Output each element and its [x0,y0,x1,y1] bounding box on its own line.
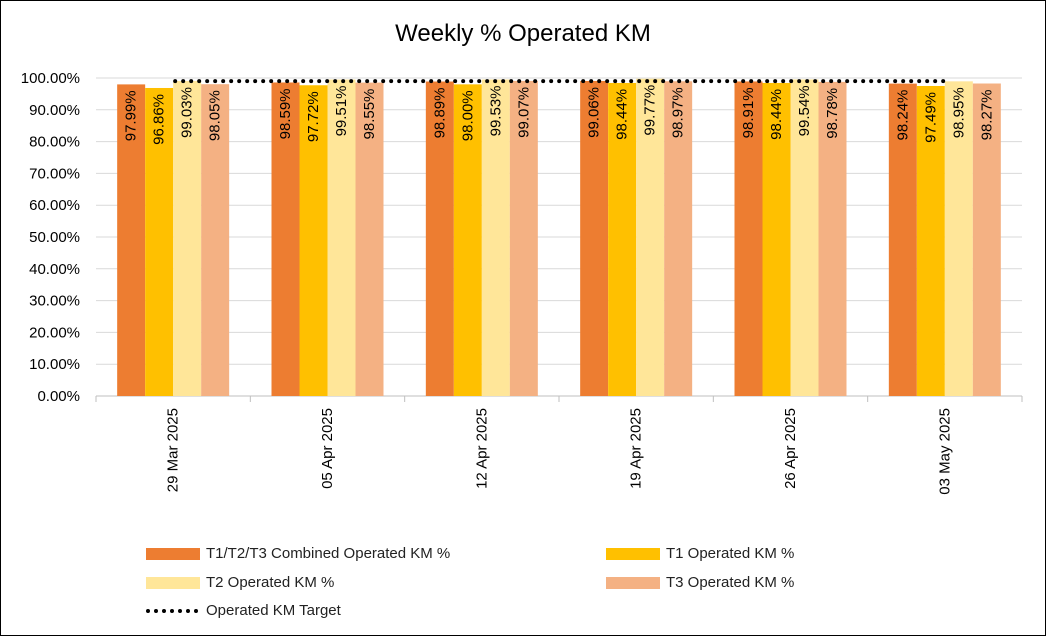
y-tick-label: 60.00% [29,197,80,214]
bar [636,78,665,397]
x-tick-label: 29 Mar 2025 [165,408,182,492]
data-label: 99.06% [586,87,603,138]
y-tick-label: 80.00% [29,134,80,151]
y-tick-label: 20.00% [29,324,80,341]
bar [201,84,230,397]
bar [271,82,300,397]
bar [972,83,1001,396]
data-label: 98.44% [614,89,631,140]
data-label: 99.54% [796,85,813,136]
y-tick-label: 40.00% [29,261,80,278]
bar [944,81,973,397]
data-label: 97.99% [123,90,140,141]
legend-swatch-t2 [146,576,200,589]
axes: 0.00% 10.00% 20.00% 30.00% 40.00% 50.00% 60.00… [21,70,1023,495]
legend-label-t3: T3 Operated KM % [666,574,795,591]
legend-swatch-t3 [606,576,660,589]
data-label: 98.91% [740,87,757,138]
x-tick-label: 12 Apr 2025 [473,408,490,489]
y-tick-label: 30.00% [29,293,80,310]
data-label: 99.53% [487,85,504,136]
data-label: 98.59% [277,88,294,139]
y-tick-label: 90.00% [29,102,80,119]
bar [145,87,174,396]
bar [425,81,454,397]
data-label: 98.27% [978,90,995,141]
bar [117,84,146,397]
data-label: 97.72% [305,91,322,142]
bar [299,85,328,396]
data-label: 99.03% [179,87,196,138]
bar [608,82,637,396]
bar [481,79,510,396]
data-label: 98.97% [670,87,687,138]
y-tick-label: 10.00% [29,356,80,373]
data-labels: 97.99% 96.86% 99.03% 98.05% 98.59% 97.72% 99.5… [123,85,996,145]
data-label: 99.07% [515,87,532,138]
data-label: 96.86% [151,94,168,145]
legend-item-t2: T2 Operated KM % [146,574,334,591]
legend-item-t3: T3 Operated KM % [606,574,794,591]
data-label: 98.55% [361,89,378,140]
legend-label-t1: T1 Operated KM % [666,545,795,562]
data-label: 98.24% [894,90,911,141]
data-label: 98.44% [768,89,785,140]
data-label: 99.51% [333,86,350,137]
legend-label-t2: T2 Operated KM % [206,574,335,591]
y-tick-label: 50.00% [29,229,80,246]
y-tick-label: 0.00% [37,388,80,405]
legend-swatch-combined [146,547,200,560]
data-label: 99.77% [642,85,659,136]
data-label: 98.05% [207,90,224,141]
legend-label-target: Operated KM Target [206,602,341,619]
bars [117,78,1001,397]
bar [818,81,847,396]
data-label: 98.89% [431,88,448,139]
legend-item-t1: T1 Operated KM % [606,545,794,562]
bar [734,81,763,397]
data-label: 97.49% [922,92,939,143]
data-label: 98.95% [950,87,967,138]
bar [762,82,791,396]
legend-label-combined: T1/T2/T3 Combined Operated KM % [206,545,451,562]
bar [509,80,538,396]
bar [327,79,356,396]
data-label: 98.00% [459,90,476,141]
bar [790,79,819,396]
legend-item-combined: T1/T2/T3 Combined Operated KM % [146,545,450,562]
y-tick-label: 100.00% [21,70,80,87]
x-tick-label: 03 May 2025 [936,408,953,495]
bar [453,84,482,397]
bar [173,81,202,397]
y-tick-label: 70.00% [29,165,80,182]
x-tick-label: 19 Apr 2025 [628,408,645,489]
legend-swatch-target [146,608,200,613]
chart-title: Weekly % Operated KM [395,20,651,47]
legend-swatch-t1 [606,547,660,560]
bar [580,80,609,396]
bar [664,81,693,397]
data-label: 98.78% [824,88,841,139]
x-tick-label: 05 Apr 2025 [319,408,336,489]
bar [916,85,945,396]
legend-item-target: Operated KM Target [146,602,341,619]
bar [888,83,917,396]
bar [355,82,384,397]
gridlines [96,77,1022,397]
x-tick-label: 26 Apr 2025 [782,408,799,489]
